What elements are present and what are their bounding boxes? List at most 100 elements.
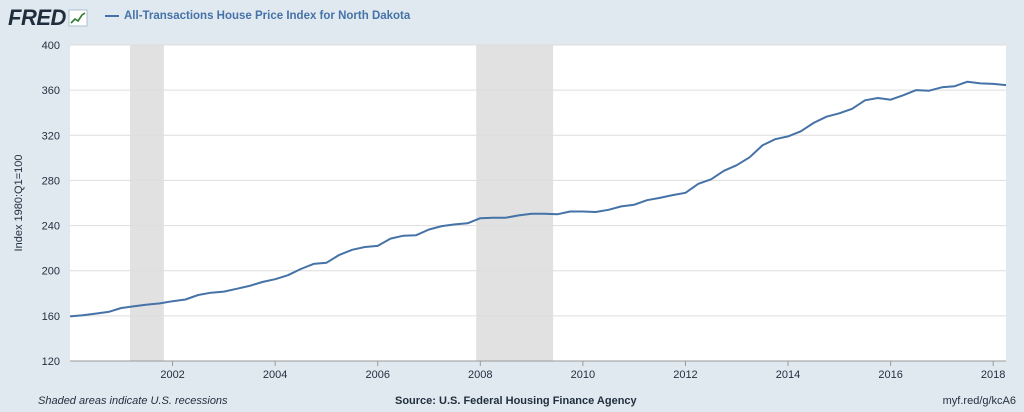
data-point[interactable]: [274, 278, 276, 280]
data-point[interactable]: [633, 203, 635, 205]
data-point[interactable]: [646, 199, 648, 201]
data-point[interactable]: [697, 183, 699, 185]
y-tick-label: 400: [42, 40, 60, 52]
y-tick-label: 240: [42, 221, 60, 233]
data-point[interactable]: [774, 138, 776, 140]
data-point[interactable]: [851, 108, 853, 110]
data-point[interactable]: [1005, 84, 1007, 86]
fred-logo[interactable]: FRED: [8, 5, 88, 30]
data-point[interactable]: [402, 235, 404, 237]
data-point[interactable]: [325, 262, 327, 264]
data-point[interactable]: [453, 223, 455, 225]
data-point[interactable]: [800, 130, 802, 132]
data-point[interactable]: [889, 99, 891, 101]
data-point[interactable]: [979, 82, 981, 84]
x-tick-label: 2002: [160, 369, 184, 381]
x-tick-label: 2012: [673, 369, 697, 381]
data-point[interactable]: [877, 97, 879, 99]
data-point[interactable]: [954, 85, 956, 87]
data-point[interactable]: [479, 217, 481, 219]
data-point[interactable]: [505, 216, 507, 218]
data-point[interactable]: [594, 211, 596, 213]
source-text: Source: U.S. Federal Housing Finance Age…: [395, 395, 637, 407]
x-tick-label: 2006: [365, 369, 389, 381]
line-chart[interactable]: 120 160 200 240 280 320 360 400 2002 2004 2006 2008…: [0, 0, 1024, 394]
data-point[interactable]: [300, 268, 302, 270]
data-point[interactable]: [261, 281, 263, 283]
data-point[interactable]: [441, 225, 443, 227]
legend-series-swatch: [105, 15, 119, 17]
data-point[interactable]: [351, 249, 353, 251]
data-point[interactable]: [197, 294, 199, 296]
y-tick-label: 280: [42, 175, 60, 187]
data-point[interactable]: [530, 213, 532, 215]
data-point[interactable]: [710, 178, 712, 180]
data-point[interactable]: [159, 302, 161, 304]
data-point[interactable]: [338, 254, 340, 256]
data-point[interactable]: [94, 312, 96, 314]
data-point[interactable]: [312, 263, 314, 265]
data-point[interactable]: [864, 99, 866, 101]
data-point[interactable]: [620, 205, 622, 207]
data-point[interactable]: [607, 209, 609, 211]
data-point[interactable]: [171, 300, 173, 302]
data-point[interactable]: [492, 216, 494, 218]
data-point[interactable]: [210, 292, 212, 294]
data-point[interactable]: [787, 135, 789, 137]
data-point[interactable]: [812, 122, 814, 124]
data-point[interactable]: [428, 228, 430, 230]
data-point[interactable]: [569, 210, 571, 212]
fred-logo-text: FRED: [8, 5, 66, 30]
data-point[interactable]: [466, 222, 468, 224]
data-point[interactable]: [941, 86, 943, 88]
y-tick-label: 160: [42, 311, 60, 323]
chart-legend[interactable]: All-Transactions House Price Index for N…: [105, 10, 410, 22]
data-point[interactable]: [184, 298, 186, 300]
chart-trend-icon: [68, 9, 88, 27]
data-point[interactable]: [761, 144, 763, 146]
data-point[interactable]: [146, 303, 148, 305]
data-point[interactable]: [389, 237, 391, 239]
data-point[interactable]: [736, 164, 738, 166]
short-link[interactable]: myf.red/g/kcA6: [942, 395, 1016, 407]
data-point[interactable]: [518, 214, 520, 216]
y-axis-label: Index 1980:Q1=100: [13, 155, 25, 252]
data-point[interactable]: [133, 305, 135, 307]
data-point[interactable]: [107, 311, 109, 313]
data-point[interactable]: [902, 94, 904, 96]
x-tick-label: 2008: [468, 369, 492, 381]
data-point[interactable]: [120, 307, 122, 309]
data-point[interactable]: [287, 274, 289, 276]
data-point[interactable]: [748, 156, 750, 158]
data-point[interactable]: [825, 115, 827, 117]
data-point[interactable]: [223, 290, 225, 292]
y-tick-label: 200: [42, 266, 60, 278]
data-point[interactable]: [671, 194, 673, 196]
x-tick-label: 2010: [571, 369, 595, 381]
data-point[interactable]: [364, 246, 366, 248]
data-point[interactable]: [723, 170, 725, 172]
y-tick-label: 120: [42, 356, 60, 368]
data-point[interactable]: [543, 213, 545, 215]
data-point[interactable]: [915, 89, 917, 91]
data-point[interactable]: [248, 285, 250, 287]
data-point[interactable]: [235, 288, 237, 290]
data-point[interactable]: [928, 90, 930, 92]
recession-note: Shaded areas indicate U.S. recessions: [38, 395, 228, 407]
data-point[interactable]: [966, 80, 968, 82]
recession-band: [476, 45, 554, 361]
legend-series-label: All-Transactions House Price Index for N…: [124, 10, 411, 22]
data-point[interactable]: [82, 314, 84, 316]
data-point[interactable]: [69, 315, 71, 317]
data-point[interactable]: [556, 213, 558, 215]
data-point[interactable]: [838, 112, 840, 114]
data-point[interactable]: [377, 245, 379, 247]
data-point[interactable]: [415, 234, 417, 236]
data-point[interactable]: [684, 192, 686, 194]
series-line[interactable]: [69, 80, 1007, 318]
data-point[interactable]: [659, 197, 661, 199]
data-point[interactable]: [582, 210, 584, 212]
x-tick-label: 2004: [263, 369, 287, 381]
x-tick-label: 2016: [878, 369, 902, 381]
data-point[interactable]: [992, 83, 994, 85]
